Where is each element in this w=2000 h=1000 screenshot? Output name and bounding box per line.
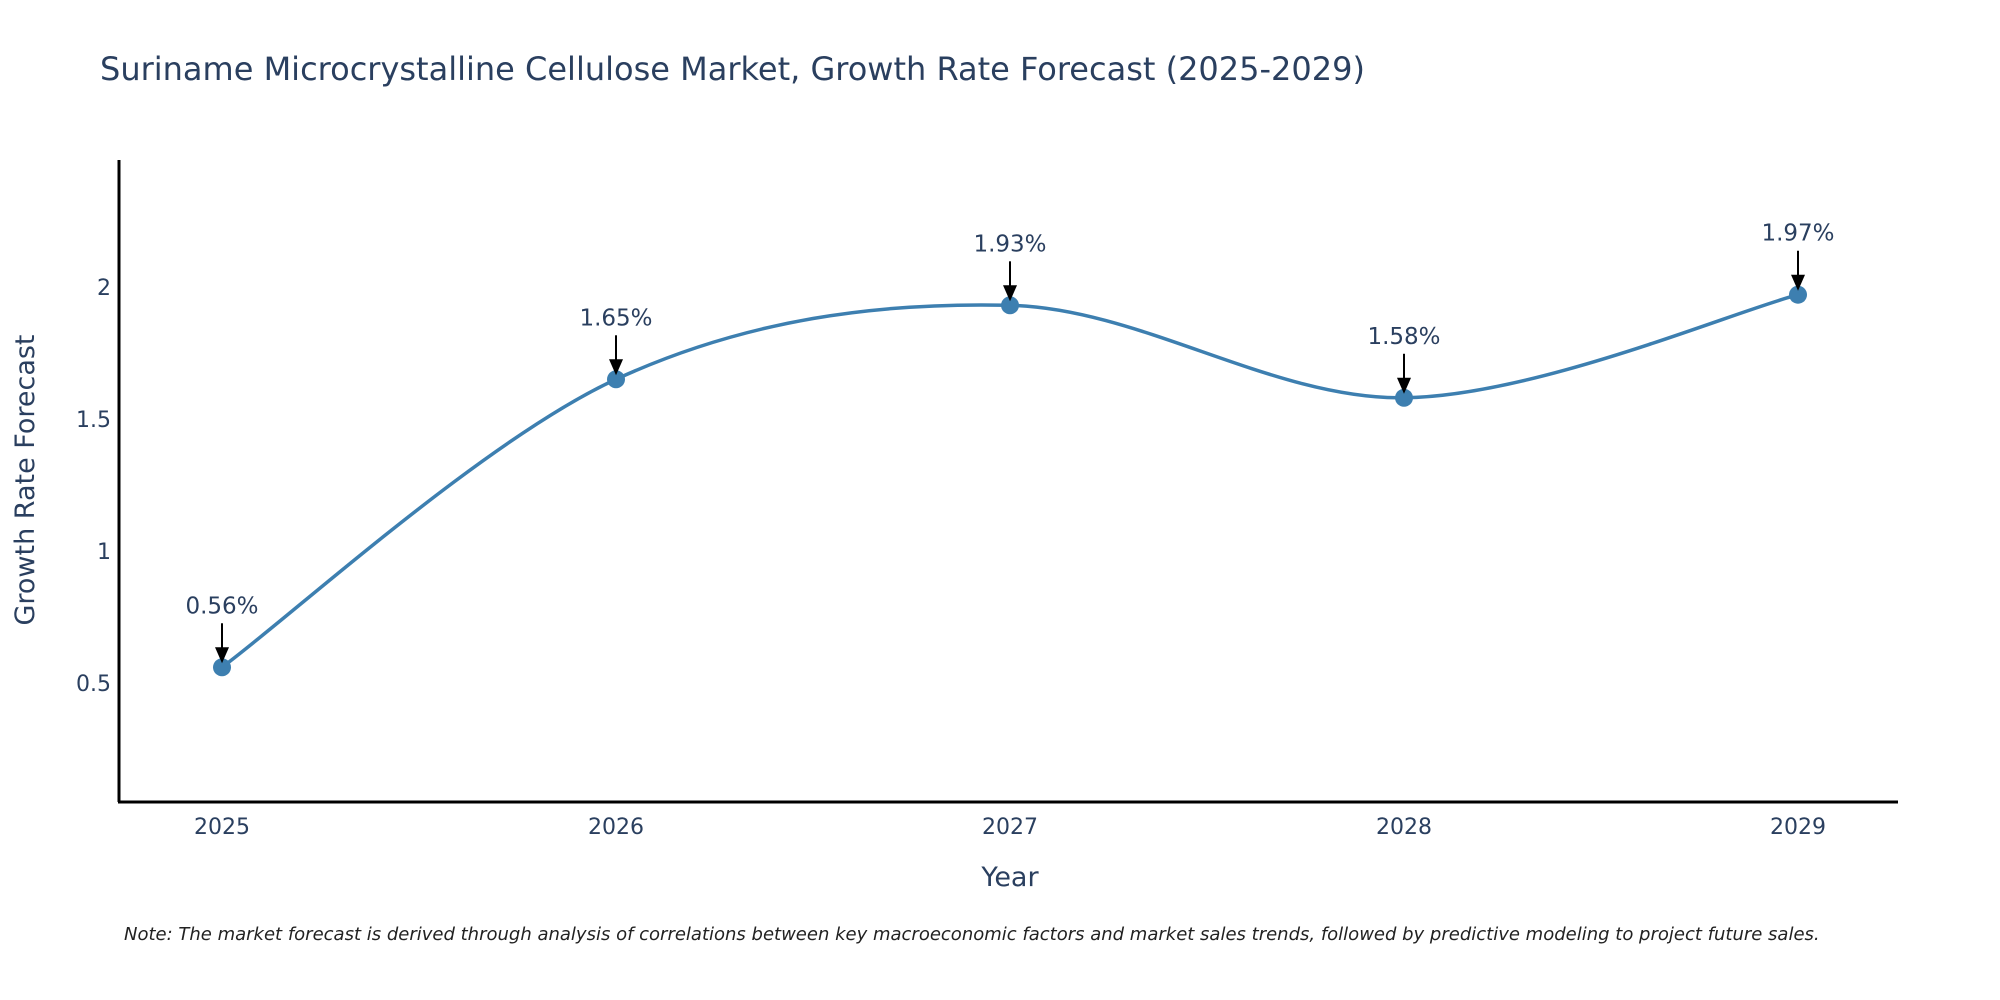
data-point-2029[interactable]: [1789, 285, 1807, 304]
data-point-2028[interactable]: [1395, 388, 1413, 407]
annotation-arrowhead: [1397, 377, 1411, 394]
data-label: 1.93%: [973, 231, 1046, 257]
data-label: 1.97%: [1761, 221, 1834, 247]
annotation-arrowhead: [215, 647, 229, 664]
series-line: [220, 293, 1799, 669]
x-tick-label: 2027: [982, 815, 1038, 840]
data-label: 1.58%: [1367, 324, 1440, 350]
y-tick-label: 0.5: [76, 672, 111, 697]
y-tick-label: 1.5: [76, 408, 111, 433]
chart-note: Note: The market forecast is derived thr…: [124, 924, 1820, 945]
x-tick-label: 2026: [588, 815, 644, 840]
y-tick-label: 2: [97, 276, 111, 301]
data-label: 1.65%: [579, 305, 652, 331]
data-point-2027[interactable]: [1001, 296, 1019, 315]
data-point-2025[interactable]: [213, 658, 231, 677]
annotation-arrowhead: [1003, 285, 1017, 302]
x-tick-label: 2029: [1770, 815, 1826, 840]
x-axis-title: Year: [980, 862, 1039, 893]
annotation-arrowhead: [609, 359, 623, 376]
x-tick-label: 2025: [194, 815, 250, 840]
chart-title: Suriname Microcrystalline Cellulose Mark…: [100, 50, 1365, 88]
y-axis-title: Growth Rate Forecast: [10, 334, 41, 625]
x-tick-label: 2028: [1376, 815, 1432, 840]
data-point-2026[interactable]: [607, 370, 625, 389]
annotation-arrowhead: [1791, 274, 1805, 291]
y-tick-label: 1: [97, 540, 111, 565]
data-label: 0.56%: [185, 593, 258, 619]
